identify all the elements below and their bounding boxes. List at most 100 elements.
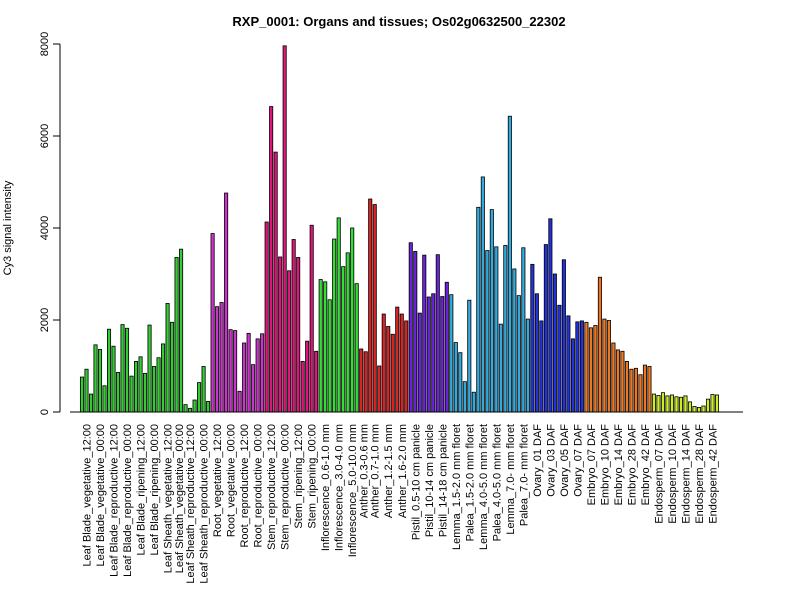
- x-category-label: Root_vegetative_12:00: [212, 424, 224, 537]
- bar: [359, 348, 364, 413]
- bar: [84, 368, 89, 413]
- bar: [417, 312, 422, 413]
- bar: [161, 343, 166, 413]
- x-category-label: Leaf Sheath_vegetative_00:00: [174, 424, 186, 573]
- bar: [471, 391, 476, 413]
- bar: [669, 394, 674, 413]
- bar: [611, 342, 616, 413]
- bar: [269, 106, 274, 413]
- bar: [79, 376, 85, 413]
- bar: [381, 313, 386, 413]
- bar: [593, 325, 598, 413]
- bar: [422, 254, 427, 413]
- bar: [291, 239, 296, 413]
- x-category-label: Pistil_0.5-10 cm panicle: [410, 424, 422, 540]
- bar: [219, 302, 224, 413]
- x-category-label: Leaf Blade_ripening_12:00: [136, 424, 148, 556]
- bar: [134, 360, 139, 413]
- bar: [534, 293, 539, 413]
- bar: [363, 351, 368, 413]
- bar: [228, 329, 233, 413]
- bar: [336, 217, 341, 413]
- bar: [120, 324, 125, 413]
- bar: [368, 198, 373, 413]
- x-category-label: Endosperm_07 DAF: [654, 424, 666, 524]
- bar: [413, 251, 418, 413]
- bar: [332, 238, 337, 413]
- bar: [485, 250, 490, 413]
- bar: [300, 360, 305, 413]
- bar: [260, 333, 265, 413]
- bar: [201, 366, 206, 413]
- bar: [431, 293, 436, 413]
- bar: [660, 392, 665, 413]
- bar: [602, 318, 607, 413]
- bar: [606, 320, 611, 413]
- x-category-label: Palea_4.0-5.0 mm floret: [491, 424, 503, 541]
- x-category-label: Leaf Blade_vegetative_00:00: [95, 424, 107, 567]
- x-category-label: Leaf Sheath_reproductive_12:00: [185, 424, 197, 584]
- bar: [183, 404, 188, 413]
- bar: [138, 356, 143, 413]
- x-category-label: Inflorescence_0.6-1.0 mm: [320, 424, 332, 551]
- bars-group: [79, 45, 720, 413]
- x-category-label: Inflorescence_3.0-4.0 mm: [334, 424, 346, 551]
- bar: [233, 330, 238, 413]
- bar: [638, 374, 643, 413]
- bar: [264, 221, 269, 413]
- x-category-label: Leaf Blade_reproductive_12:00: [109, 424, 121, 577]
- x-category-label: Leaf Blade_reproductive_00:00: [122, 424, 134, 577]
- x-category-label: Leaf Blade_vegetative_12:00: [82, 424, 94, 567]
- bar: [197, 382, 202, 413]
- bar: [561, 259, 566, 413]
- bar: [579, 320, 584, 413]
- x-category-label: Stem_ripening_12:00: [293, 424, 305, 529]
- bar: [206, 401, 211, 413]
- x-category-label: Endosperm_42 DAF: [708, 424, 720, 524]
- bar: [498, 323, 503, 413]
- x-category-label: Embryo_10 DAF: [599, 424, 611, 506]
- bar: [692, 406, 697, 413]
- bar: [584, 321, 589, 413]
- bar: [377, 365, 382, 413]
- bar: [521, 247, 526, 413]
- bar: [701, 405, 706, 413]
- bar: [318, 279, 323, 413]
- bar: [687, 401, 692, 413]
- x-category-label: Ovary_07 DAF: [572, 424, 584, 497]
- x-category-label: Embryo_28 DAF: [626, 424, 638, 506]
- bar: [305, 340, 310, 413]
- x-category-label: Lemma_7.0- mm floret: [505, 424, 517, 535]
- bar: [530, 263, 535, 413]
- bar: [188, 407, 193, 413]
- bar: [116, 372, 121, 413]
- bar: [696, 406, 701, 413]
- bar: [341, 266, 346, 413]
- x-category-label: Anther_0.3-0.6 mm: [359, 424, 371, 518]
- x-category-label: Leaf Sheath_reproductive_00:00: [199, 424, 211, 584]
- bar: [426, 296, 431, 413]
- bar: [678, 396, 683, 413]
- bar: [399, 313, 404, 413]
- x-category-label: Root_vegetative_00:00: [226, 424, 238, 537]
- x-category-label: Ovary_03 DAF: [545, 424, 557, 497]
- x-category-label: Anther_1.6-2.0 mm: [397, 424, 409, 518]
- bar: [489, 209, 494, 413]
- bar: [714, 394, 720, 413]
- x-category-label: Lemma_1.5-2.0 mm floret: [451, 424, 463, 550]
- bar: [552, 273, 557, 413]
- bar: [597, 276, 602, 413]
- bar: [251, 364, 256, 413]
- bar: [444, 281, 449, 413]
- bar: [165, 303, 170, 413]
- x-category-label: Ovary_05 DAF: [559, 424, 571, 497]
- y-tick-label: 2000: [39, 308, 51, 332]
- bar: [255, 338, 260, 413]
- x-category-label: Pistil_14-18 cm panicle: [437, 424, 449, 537]
- bar: [386, 326, 391, 413]
- bar: [647, 366, 652, 413]
- bar: [503, 245, 508, 413]
- bar: [615, 349, 620, 413]
- x-category-label: Leaf Blade_ripening_00:00: [149, 424, 161, 556]
